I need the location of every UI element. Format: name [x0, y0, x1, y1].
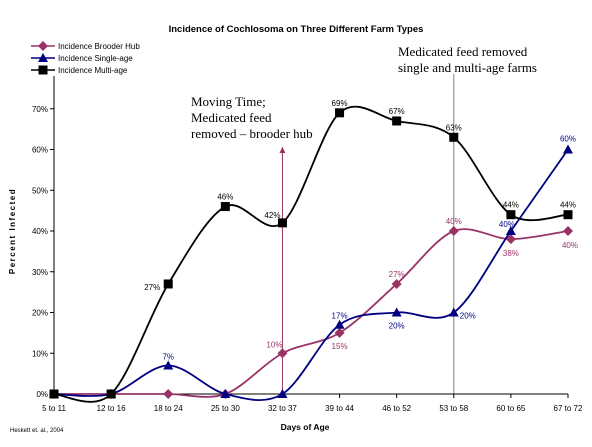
data-point-triangle: [163, 360, 174, 370]
legend-label: Incidence Multi-age: [58, 65, 128, 75]
x-tick-label: 60 to 65: [496, 404, 525, 413]
series-triangle: [49, 144, 573, 401]
series-line: [53, 148, 569, 401]
data-point-diamond: [277, 348, 288, 359]
legend-label: Incidence Single-age: [58, 53, 133, 63]
annotation-arrowhead: [279, 147, 286, 153]
x-tick-label: 46 to 52: [382, 404, 411, 413]
y-tick-label: 70%: [32, 105, 48, 114]
data-label: 40%: [499, 220, 515, 229]
data-point-square: [277, 218, 287, 228]
data-label: 40%: [562, 241, 578, 250]
data-label: 63%: [446, 123, 462, 132]
data-label: 20%: [460, 312, 476, 321]
data-label: 27%: [389, 270, 405, 279]
y-tick-label: 0%: [36, 390, 48, 399]
series-line: [53, 105, 569, 403]
data-point-square: [392, 116, 402, 126]
data-point-square: [449, 132, 459, 142]
y-tick-label: 40%: [32, 227, 48, 236]
data-point-triangle: [563, 144, 573, 154]
data-point-triangle: [334, 319, 345, 329]
data-label: 7%: [162, 352, 174, 361]
data-point-square: [163, 279, 173, 289]
x-tick-label: 12 to 16: [97, 404, 126, 413]
data-point-triangle: [277, 389, 288, 398]
y-tick-label: 30%: [32, 268, 48, 277]
data-label: 42%: [264, 211, 280, 220]
data-label: 10%: [266, 340, 282, 349]
data-label: 20%: [389, 322, 405, 331]
x-tick-label: 18 to 24: [154, 404, 183, 413]
data-label: 15%: [332, 342, 348, 351]
y-axis: 0%10%20%30%40%50%60%70%80%: [32, 64, 55, 399]
data-label: 44%: [503, 201, 519, 210]
data-point-diamond: [163, 389, 174, 399]
x-tick-label: 32 to 37: [268, 404, 297, 413]
data-point-diamond: [334, 327, 345, 338]
data-point-triangle: [391, 307, 402, 317]
source-note: Heskett et. al., 2004: [10, 428, 64, 434]
x-tick-label: 25 to 30: [211, 404, 240, 413]
series-diamond: [49, 226, 573, 399]
data-label: 60%: [560, 135, 576, 144]
x-tick-label: 5 to 11: [42, 404, 66, 413]
data-label: 27%: [144, 283, 160, 292]
data-point-square: [335, 108, 345, 118]
legend-item: Incidence Multi-age: [30, 64, 140, 76]
y-axis-title: Percent Infected: [8, 188, 17, 274]
chart-title: Incidence of Cochlosoma on Three Differe…: [169, 24, 424, 35]
x-axis-title: Days of Age: [281, 422, 330, 432]
data-point-square: [38, 65, 48, 75]
data-point-square: [563, 210, 573, 220]
data-point-triangle: [38, 53, 48, 62]
series-group: [49, 105, 573, 403]
y-tick-label: 50%: [32, 186, 48, 195]
legend-swatch: [31, 65, 55, 75]
data-point-square: [49, 389, 59, 399]
legend-item: Incidence Brooder Hub: [30, 40, 140, 52]
data-point-triangle: [505, 226, 516, 235]
data-point-square: [506, 210, 516, 220]
data-label: 44%: [560, 201, 576, 210]
legend-item: Incidence Single-age: [30, 52, 140, 64]
data-label: 67%: [389, 107, 405, 116]
data-point-diamond: [448, 226, 459, 236]
data-point-diamond: [391, 278, 402, 289]
data-point-triangle: [220, 389, 231, 398]
x-tick-label: 53 to 58: [439, 404, 468, 413]
x-tick-label: 67 to 72: [554, 404, 583, 413]
legend-swatch: [31, 53, 55, 62]
data-label: 46%: [217, 193, 233, 202]
x-tick-label: 39 to 44: [325, 404, 354, 413]
data-point-triangle: [448, 307, 459, 317]
legend: Incidence Brooder Hub Incidence Single-ag…: [30, 40, 140, 76]
data-label: 69%: [332, 99, 348, 108]
legend-label: Incidence Brooder Hub: [58, 41, 140, 51]
data-point-diamond: [505, 234, 516, 245]
data-labels: 10% 15% 27% 40% 38% 40% 7% 17% 20% 20% 40% 60% 27% 46…: [144, 99, 578, 362]
x-axis: 5 to 11 12 to 16 18 to 24 25 to 30 32 to 37 3…: [42, 393, 583, 413]
data-label: 38%: [503, 249, 519, 258]
y-tick-label: 20%: [32, 309, 48, 318]
data-point-square: [220, 202, 230, 212]
data-label: 40%: [446, 217, 462, 226]
annotation-brooder-hub: Moving Time; Medicated feed removed – br…: [191, 94, 313, 141]
series-line: [54, 228, 569, 398]
annotation-single-multi-age: Medicated feed removed single and multi-…: [398, 44, 537, 75]
series-square: [49, 105, 573, 403]
data-point-diamond: [563, 226, 573, 236]
legend-swatch: [31, 41, 55, 51]
data-label: 17%: [332, 312, 348, 321]
data-point-diamond: [38, 41, 48, 51]
data-point-square: [106, 389, 116, 399]
y-tick-label: 60%: [32, 146, 48, 155]
y-tick-label: 10%: [32, 349, 48, 358]
